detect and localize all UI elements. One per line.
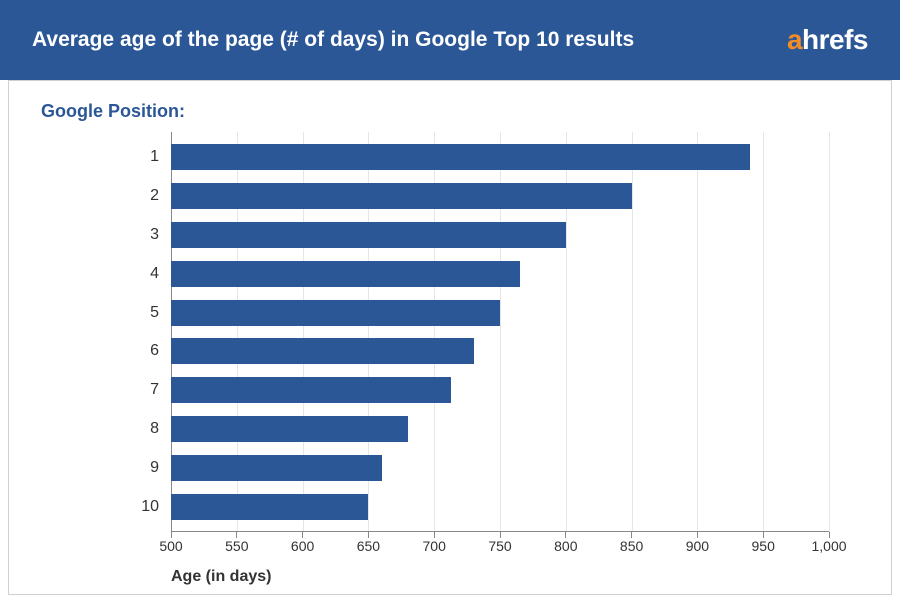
- x-tick-label: 550: [225, 538, 248, 554]
- bar: [171, 222, 566, 248]
- x-axis-title: Age (in days): [171, 568, 859, 586]
- gridline: [829, 132, 830, 532]
- bar-category-label: 4: [150, 265, 171, 283]
- bars-container: 1 2 3 4 5 6 7 8 9 10: [171, 132, 829, 532]
- bar-row: 6: [171, 338, 829, 364]
- chart-title: Average age of the page (# of days) in G…: [32, 28, 634, 52]
- bar: [171, 455, 382, 481]
- bar-row: 4: [171, 261, 829, 287]
- bar-row: 7: [171, 377, 829, 403]
- bar-category-label: 9: [150, 459, 171, 477]
- chart-header: Average age of the page (# of days) in G…: [0, 0, 900, 80]
- bar-category-label: 6: [150, 342, 171, 360]
- x-axis: 5005506006507007508008509009501,000: [171, 532, 829, 560]
- x-tick-label: 950: [752, 538, 775, 554]
- chart-frame: Google Position: 12345678910 50055060065…: [8, 80, 892, 595]
- bar: [171, 261, 520, 287]
- bar-row: 9: [171, 455, 829, 481]
- x-tick-label: 850: [620, 538, 643, 554]
- x-tick-label: 600: [291, 538, 314, 554]
- bar-category-label: 5: [150, 304, 171, 322]
- x-tick-label: 700: [423, 538, 446, 554]
- brand-logo: ahrefs: [787, 24, 868, 56]
- bar-row: 10: [171, 494, 829, 520]
- x-tick-label: 900: [686, 538, 709, 554]
- logo-accent-letter: a: [787, 24, 802, 55]
- bar-category-label: 8: [150, 420, 171, 438]
- bar: [171, 494, 368, 520]
- bar-chart: 1 2 3 4 5 6 7 8 9 10: [171, 132, 829, 532]
- bar-row: 3: [171, 222, 829, 248]
- y-axis-title: Google Position:: [41, 101, 859, 122]
- bar: [171, 338, 474, 364]
- bar: [171, 300, 500, 326]
- x-tick-label: 750: [488, 538, 511, 554]
- bar-category-label: 2: [150, 187, 171, 205]
- bar-row: 1: [171, 144, 829, 170]
- bar-category-label: 7: [150, 381, 171, 399]
- bar-row: 5: [171, 300, 829, 326]
- bar-category-label: 3: [150, 226, 171, 244]
- x-tick-label: 650: [357, 538, 380, 554]
- chart-area: Google Position: 12345678910 50055060065…: [9, 81, 891, 586]
- logo-rest: hrefs: [802, 24, 868, 55]
- bar: [171, 183, 632, 209]
- bar: [171, 416, 408, 442]
- x-tick-label: 1,000: [811, 538, 846, 554]
- x-tick-label: 800: [554, 538, 577, 554]
- bar-row: 8: [171, 416, 829, 442]
- bar: [171, 377, 451, 403]
- bar-row: 2: [171, 183, 829, 209]
- bar-category-label: 10: [141, 498, 171, 516]
- bar-category-label: 1: [150, 148, 171, 166]
- x-tick-label: 500: [159, 538, 182, 554]
- bar: [171, 144, 750, 170]
